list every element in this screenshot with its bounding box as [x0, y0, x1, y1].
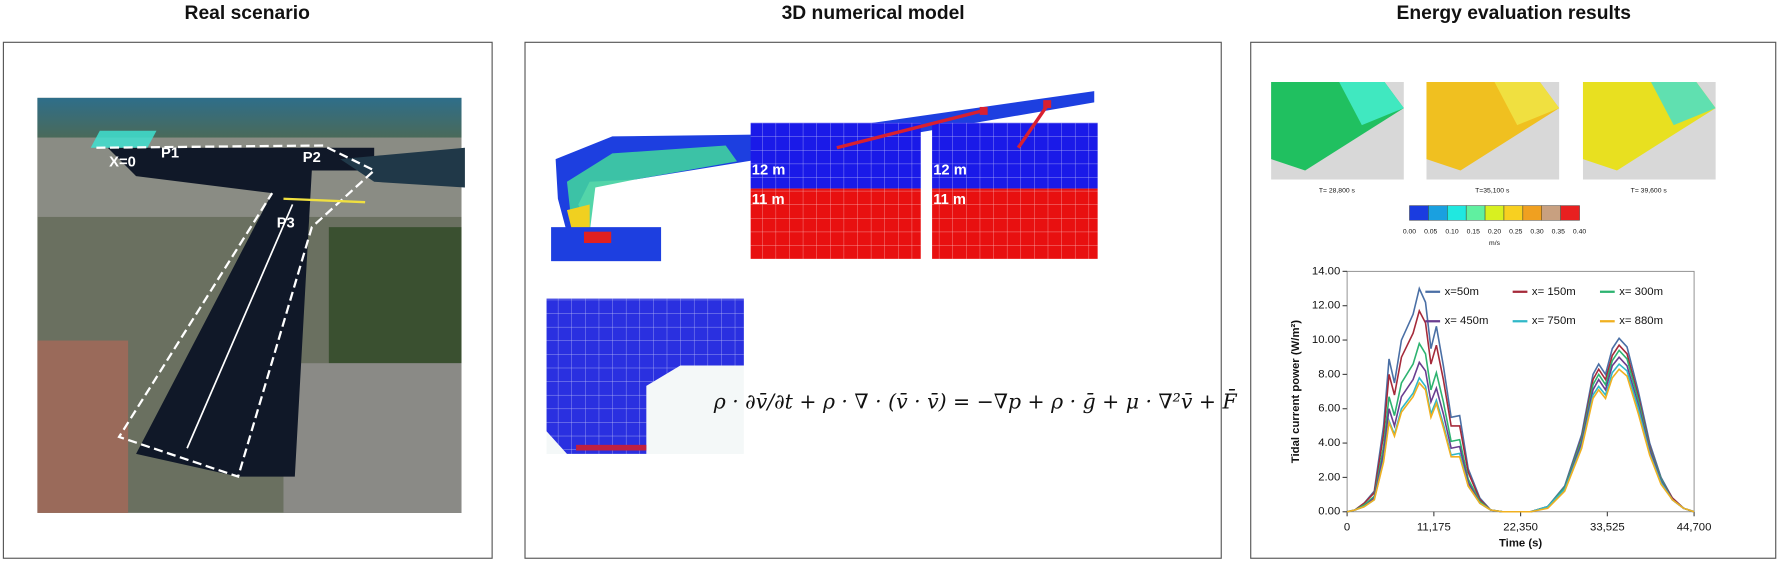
- panel-frame: [2, 41, 493, 559]
- y-tick-label: 4.00: [1318, 437, 1340, 449]
- depth-label: 11 m: [933, 192, 966, 208]
- panel-title: Real scenario: [185, 3, 311, 24]
- snapshot-field: [1339, 81, 1404, 126]
- x-tick-label: 11,175: [1417, 522, 1451, 534]
- model-render: 12 m 11 m 12 m 11 m ρ · ∂v̄/∂t + ρ · ∇ ·…: [546, 91, 1238, 454]
- y-tick-label: 6.00: [1318, 403, 1340, 415]
- panel-frame: [524, 41, 1222, 559]
- colorbar-label: 0.25: [1509, 228, 1522, 235]
- y-tick-label: 14.00: [1312, 265, 1340, 277]
- aerial-photo: X=0 P1 P2 P3: [37, 97, 465, 513]
- colorbar-label: 0.10: [1445, 228, 1458, 235]
- colorbar-cell: [1560, 205, 1580, 221]
- series-line: [1346, 355, 1695, 513]
- x-tick-label: 22,350: [1503, 522, 1538, 534]
- series-line: [1346, 368, 1695, 513]
- line-chart: 0.00 2.00 4.00 6.00 8.00 10.00 12.00 14.00 0 11,1…: [1290, 265, 1711, 549]
- location-label: P2: [303, 150, 321, 166]
- colorbar-label: 0.00: [1403, 228, 1416, 235]
- snapshot-label: T= 28,800 s: [1319, 188, 1356, 195]
- y-tick-label: 0.00: [1318, 506, 1340, 518]
- series-line: [1346, 308, 1695, 513]
- depth-label: 12 m: [752, 162, 786, 178]
- location-label: P3: [277, 216, 295, 232]
- snapshots: T= 28,800 s T=35,100 s T= 39,600 s 0.00 0.05…: [1271, 81, 1716, 247]
- panel-title: Energy evaluation results: [1397, 3, 1631, 24]
- location-label: P1: [161, 145, 179, 161]
- series-line: [1346, 362, 1695, 513]
- x-tick-label: 0: [1344, 522, 1350, 534]
- y-tick-label: 2.00: [1318, 471, 1340, 483]
- legend-label: x= 150m: [1532, 286, 1576, 298]
- y-axis-label: Tidal current power (W/m²): [1290, 320, 1302, 464]
- colorbar-cell: [1447, 205, 1467, 221]
- colorbar-label: 0.40: [1573, 228, 1586, 235]
- colorbar-cell: [1503, 205, 1524, 221]
- colorbar-label: 0.30: [1530, 228, 1543, 235]
- y-tick-label: 8.00: [1318, 368, 1340, 380]
- colorbar-label: 0.35: [1552, 228, 1565, 235]
- colorbar-label: 0.20: [1488, 228, 1501, 235]
- snapshot-field: [1494, 81, 1560, 126]
- legend-label: x= 450m: [1445, 315, 1489, 327]
- legend-label: x= 880m: [1619, 315, 1663, 327]
- panel-frame: [1250, 41, 1777, 559]
- equation: ρ · ∂v̄/∂t + ρ · ∇ · (v̄ · v̄) = −∇p + ρ…: [713, 389, 1238, 414]
- legend-label: x= 300m: [1619, 286, 1663, 298]
- colorbar-cell: [1522, 205, 1542, 221]
- x-axis-label: Time (s): [1499, 538, 1542, 550]
- depth-label: 12 m: [933, 162, 967, 178]
- colorbar-label: 0.15: [1467, 228, 1480, 235]
- colorbar-cell: [1428, 205, 1448, 221]
- colorbar-cell: [1465, 205, 1486, 221]
- legend-label: x= 750m: [1532, 315, 1576, 327]
- colorbar-cell: [1541, 205, 1561, 221]
- depth-label: 11 m: [752, 192, 785, 208]
- legend-label: x=50m: [1445, 286, 1479, 298]
- colorbar-cell: [1484, 205, 1505, 221]
- x-tick-label: 44,700: [1677, 522, 1712, 534]
- snapshot-label: T=35,100 s: [1475, 188, 1510, 195]
- colorbar-label: 0.05: [1424, 228, 1437, 235]
- y-tick-label: 10.00: [1312, 334, 1340, 346]
- y-tick-label: 12.00: [1312, 300, 1340, 312]
- colorbar-unit: m/s: [1489, 240, 1501, 247]
- colorbar-cell: [1409, 205, 1429, 221]
- panel-title: 3D numerical model: [782, 3, 965, 24]
- location-label: X=0: [109, 154, 136, 170]
- snapshot-field: [1651, 81, 1716, 126]
- snapshot-label: T= 39,600 s: [1631, 188, 1668, 195]
- x-tick-label: 33,525: [1590, 522, 1625, 534]
